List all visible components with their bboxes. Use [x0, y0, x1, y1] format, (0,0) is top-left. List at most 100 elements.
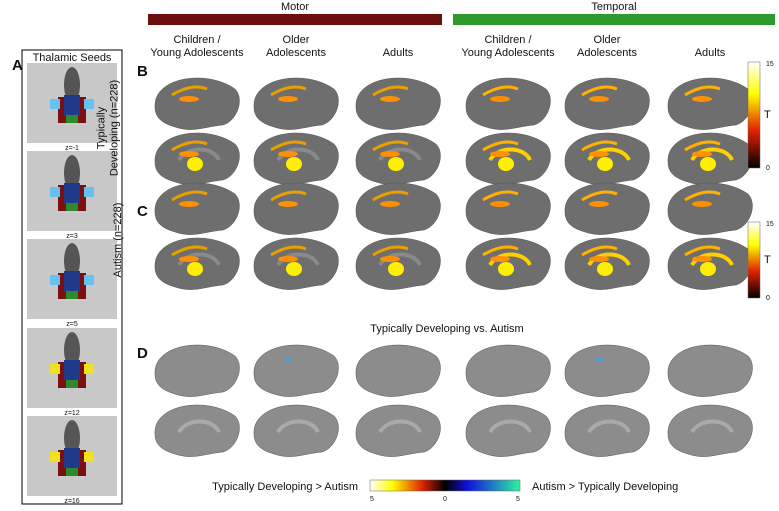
slice-label: z=5: [66, 321, 78, 328]
colorbar-min: 0: [766, 295, 770, 302]
seed-blue: [64, 271, 80, 291]
seed-box: [21, 49, 123, 505]
brain: [154, 182, 240, 235]
seed-cyan: [84, 99, 94, 109]
brain: [154, 237, 240, 290]
callosum: [488, 147, 532, 162]
diff-right-label: Autism > Typically Developing: [532, 481, 678, 493]
seed-cyan: [50, 275, 60, 285]
brain: [667, 404, 753, 457]
colorbar-unit: T: [764, 254, 771, 266]
seed-green: [66, 291, 78, 299]
activation: [388, 262, 404, 276]
colorbar: [747, 221, 761, 299]
seed-blue: [64, 448, 80, 468]
group-label: Motor: [281, 1, 309, 13]
activation: [597, 157, 613, 171]
seed-cyan: [50, 364, 60, 374]
brain: [253, 344, 339, 397]
colorbar-unit: T: [764, 109, 771, 121]
brain: [154, 404, 240, 457]
callosum: [276, 252, 320, 267]
seed-green: [66, 380, 78, 388]
diff-spot: [595, 358, 603, 362]
panel-label: C: [137, 203, 148, 220]
brain: [355, 237, 441, 290]
activation: [187, 262, 203, 276]
brain-shape: [154, 182, 240, 235]
callosum: [177, 147, 221, 162]
activation: [388, 157, 404, 171]
activation: [581, 245, 618, 257]
brain: [154, 344, 240, 397]
slice-label: z=16: [64, 498, 79, 505]
diff-tick: 5: [516, 496, 520, 503]
activation: [589, 256, 609, 262]
brain: [564, 404, 650, 457]
seed-cyan: [50, 187, 60, 197]
motor-bar: [148, 14, 442, 25]
diff-tick: 5: [370, 496, 374, 503]
activation: [597, 262, 613, 276]
diff-tick: 0: [443, 496, 447, 503]
brain: [667, 182, 753, 235]
activation: [171, 85, 208, 97]
seed-cyan: [50, 99, 60, 109]
slice-label: z=12: [64, 410, 79, 417]
activation: [490, 151, 510, 157]
activation: [581, 140, 618, 152]
brain-shape: [154, 77, 240, 130]
activation: [684, 140, 721, 152]
brain-shape: [253, 182, 339, 235]
temporal-bar: [453, 14, 775, 25]
activation: [270, 190, 307, 202]
brain: [465, 404, 551, 457]
activation: [482, 190, 519, 202]
activation: [490, 96, 510, 102]
activation: [372, 245, 409, 257]
callosum: [587, 252, 631, 267]
brain: [465, 344, 551, 397]
brain-shape: [564, 182, 650, 235]
slice-label: z=-1: [65, 145, 79, 152]
brain-shape: [154, 344, 240, 397]
seed-cyan: [50, 452, 60, 462]
activation: [179, 201, 199, 207]
column-label: Older: [594, 34, 621, 46]
callosum: [488, 252, 532, 267]
callosum: [177, 252, 221, 267]
brain: [564, 132, 650, 185]
brain: [355, 77, 441, 130]
brain-shape: [253, 77, 339, 130]
column-label: Adolescents: [577, 47, 637, 59]
colorbar-min: 0: [766, 165, 770, 172]
seed-title: Thalamic Seeds: [33, 52, 112, 64]
brain-shape: [667, 182, 753, 235]
seed-cyan: [84, 275, 94, 285]
brain-shape: [355, 182, 441, 235]
brain: [667, 77, 753, 130]
callosum: [378, 252, 422, 267]
row-label: Typically: [95, 106, 107, 149]
callosum: [378, 419, 422, 434]
panel-label: D: [137, 345, 148, 362]
column-label: Children /: [173, 34, 221, 46]
seed-cyan: [84, 452, 94, 462]
column-label: Adults: [383, 47, 414, 59]
activation: [692, 201, 712, 207]
slice-vent: [64, 243, 80, 279]
activation: [372, 85, 409, 97]
callosum: [378, 147, 422, 162]
brain-shape: [355, 404, 441, 457]
activation: [490, 201, 510, 207]
brain-shape: [465, 404, 551, 457]
activation: [179, 96, 199, 102]
colorbar: [747, 61, 761, 169]
seed-green: [66, 203, 78, 211]
column-label: Adolescents: [266, 47, 326, 59]
slice-vent: [64, 67, 80, 103]
brain: [355, 344, 441, 397]
brain-shape: [465, 344, 551, 397]
brain: [253, 237, 339, 290]
